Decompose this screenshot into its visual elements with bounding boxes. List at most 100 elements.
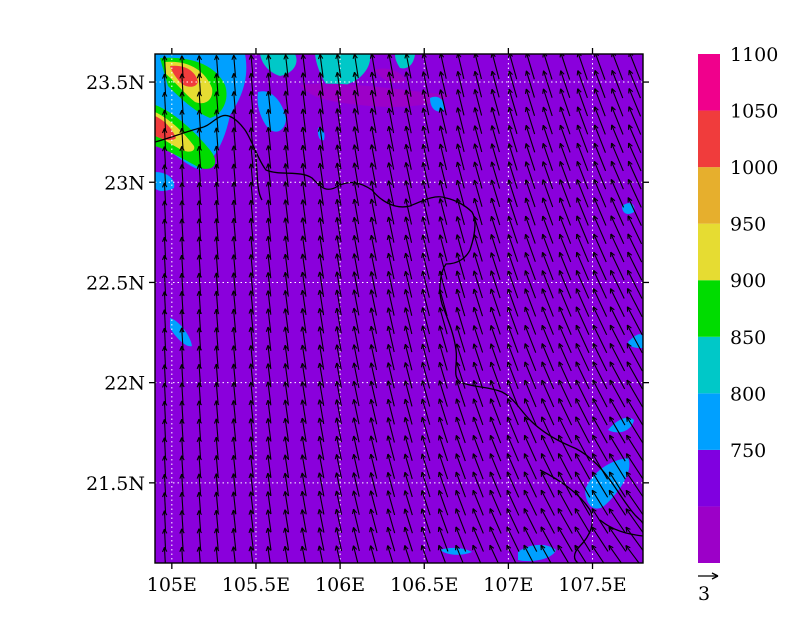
wind-vector-418 <box>609 306 625 336</box>
wind-vector-662 <box>472 471 484 498</box>
wind-vector-head-692 <box>506 489 512 496</box>
wind-vector-head-302 <box>541 233 547 240</box>
wind-vector-653 <box>318 472 325 497</box>
wind-vector-116 <box>233 127 237 150</box>
wind-vector-head-668 <box>574 471 580 477</box>
wind-vector-357 <box>524 270 537 299</box>
wind-vector-607 <box>489 435 502 462</box>
wind-vector-722 <box>540 508 555 534</box>
wind-vector-head-320 <box>369 253 375 259</box>
wind-vector-head-500 <box>575 361 581 367</box>
wind-vector-779 <box>557 544 570 563</box>
wind-vector-375 <box>353 289 360 316</box>
wind-vector-head-638 <box>540 453 546 459</box>
wind-vector-head-470 <box>541 343 547 349</box>
wind-vector-head-316 <box>300 253 306 259</box>
wind-vector-head-54 <box>611 69 617 76</box>
wind-vector-130 <box>474 125 483 153</box>
wind-vector-95 <box>353 108 359 133</box>
wind-vector-head-84 <box>162 109 168 116</box>
wind-vector-486 <box>336 362 342 388</box>
wind-vector-head-481 <box>248 363 254 369</box>
wind-vector-654 <box>335 472 343 497</box>
wind-vector-525 <box>524 380 537 408</box>
wind-vector-head-608 <box>506 434 512 441</box>
wind-vector-head-687 <box>420 490 426 496</box>
wind-vector-753 <box>591 526 609 552</box>
wind-vector-head-547 <box>420 398 427 404</box>
wind-vector-head-159 <box>490 143 496 149</box>
wind-vector-head-128 <box>438 125 444 131</box>
wind-vector-465 <box>456 343 466 371</box>
wind-vector-586 <box>609 416 626 444</box>
wind-vector-151 <box>353 144 360 170</box>
wind-vector-head-214 <box>472 179 479 186</box>
wind-vector-head-266 <box>403 216 410 222</box>
wind-vector-head-308 <box>161 255 168 261</box>
wind-vector-729 <box>181 528 184 550</box>
wind-vector-head-713 <box>386 508 392 514</box>
wind-vector-head-191 <box>559 161 565 167</box>
wind-vector-148 <box>302 145 307 169</box>
wind-vector-head-162 <box>541 142 548 149</box>
wind-vector-681 <box>318 490 325 515</box>
wind-vector-head-526 <box>541 379 547 386</box>
wind-vector-head-767 <box>351 545 358 551</box>
wind-vector-head-353 <box>455 270 461 276</box>
wind-vector-head-557 <box>592 398 598 404</box>
wind-vector-115 <box>215 127 219 150</box>
wind-vector-head-516 <box>369 380 375 387</box>
wind-vector-355 <box>490 270 501 299</box>
wind-vector-566 <box>267 418 272 442</box>
wind-vector-head-685 <box>386 490 392 496</box>
wind-vector-504 <box>163 382 167 405</box>
wind-vector-391 <box>627 288 643 317</box>
wind-vector-head-225 <box>179 200 185 206</box>
wind-vector-422 <box>198 327 202 351</box>
wind-vector-78 <box>542 88 553 117</box>
wind-vector-752 <box>574 526 591 552</box>
wind-vector-415 <box>558 306 572 335</box>
wind-vector-head-625 <box>317 454 323 460</box>
wind-vector-417 <box>592 306 608 336</box>
wind-vector-337 <box>181 273 184 296</box>
wind-vector-head-215 <box>490 179 496 185</box>
wind-vector-head-64 <box>300 90 306 96</box>
wind-vector-head-179 <box>352 162 358 168</box>
wind-vector-head-426 <box>265 326 272 332</box>
wind-vector-head-485 <box>317 362 323 369</box>
wind-vector-head-783 <box>625 544 631 551</box>
wind-vector-552 <box>507 398 519 426</box>
wind-vector-head-611 <box>557 434 563 441</box>
wind-vector-630 <box>404 453 413 480</box>
wind-vector-head-298 <box>472 234 478 240</box>
wind-vector-head-535 <box>213 400 220 406</box>
wind-vector-575 <box>421 417 431 443</box>
wind-vector-head-765 <box>317 545 323 551</box>
wind-vector-head-393 <box>179 309 185 315</box>
wind-vector-186 <box>473 161 483 189</box>
wind-vector-555 <box>558 398 573 426</box>
wind-vector-head-217 <box>524 179 530 185</box>
wind-vector-head-652 <box>300 472 306 478</box>
wind-vector-head-312 <box>231 254 237 260</box>
wind-vector-head-65 <box>317 90 324 96</box>
wind-vector-429 <box>319 326 325 352</box>
wind-vector-214 <box>473 179 483 207</box>
wind-vector-head-170 <box>196 164 203 170</box>
wind-vector-head-67 <box>352 89 358 96</box>
wind-vector-43 <box>422 71 430 97</box>
wind-vector-head-374 <box>334 289 341 295</box>
wind-vector-head-382 <box>472 288 478 295</box>
wind-vector-480 <box>232 363 237 387</box>
wind-vector-head-173 <box>248 163 254 169</box>
wind-vector-723 <box>557 508 573 534</box>
wind-vector-560 <box>163 419 167 441</box>
wind-vector-head-366 <box>196 290 202 297</box>
wind-vector-head-510 <box>265 381 272 387</box>
wind-vector-head-275 <box>558 215 564 221</box>
wind-vector-head-269 <box>455 216 461 222</box>
wind-vector-675 <box>215 491 219 514</box>
wind-vector-656 <box>370 472 378 497</box>
wind-vector-347 <box>353 271 360 298</box>
